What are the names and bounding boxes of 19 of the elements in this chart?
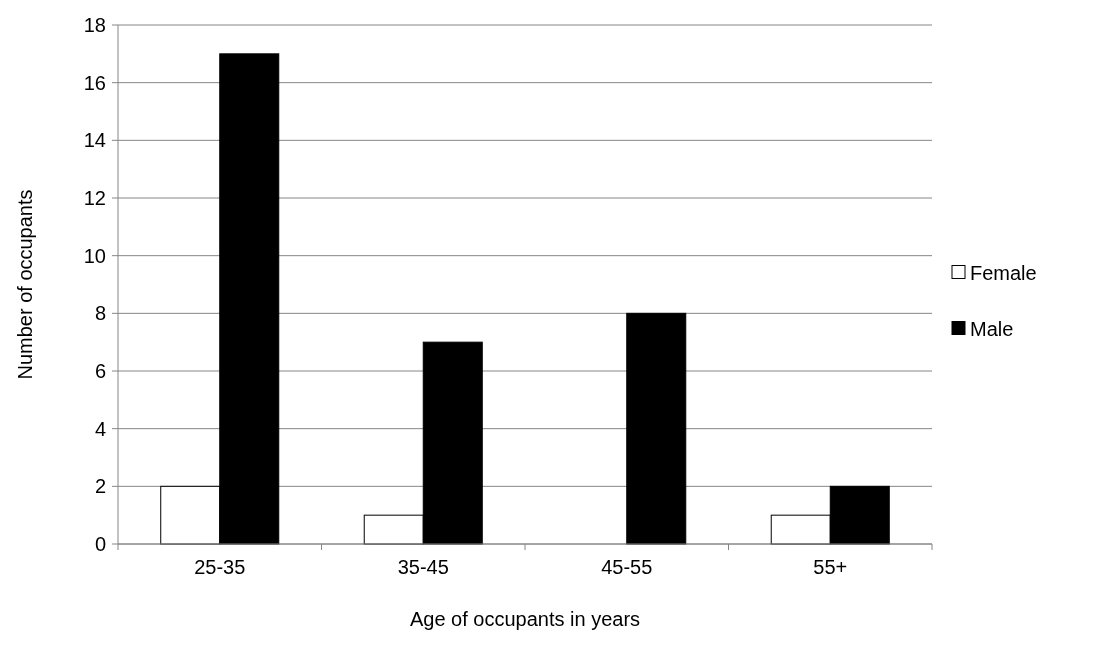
x-tick-label: 45-55 bbox=[601, 556, 653, 578]
x-axis-title: Age of occupants in years bbox=[409, 608, 641, 630]
y-tick-label: 8 bbox=[94, 302, 106, 325]
bar bbox=[626, 312, 687, 545]
y-tick-label: 0 bbox=[94, 533, 106, 555]
y-tick-label: 10 bbox=[83, 244, 106, 267]
y-axis-title: Number of occupants bbox=[14, 189, 36, 380]
y-tick-label: 14 bbox=[83, 129, 106, 152]
y-tick-label: 4 bbox=[94, 417, 106, 440]
x-tick-label: 35-45 bbox=[397, 556, 449, 578]
y-tick-label: 18 bbox=[83, 14, 106, 36]
x-tick-label: 25-35 bbox=[194, 556, 246, 578]
y-tick-label: 16 bbox=[83, 71, 106, 94]
y-tick-label: 6 bbox=[94, 360, 106, 382]
y-tick-label: 12 bbox=[83, 187, 106, 209]
legend-label: Male bbox=[970, 317, 1014, 340]
y-tick-label: 2 bbox=[94, 475, 106, 498]
legend-label: Female bbox=[970, 261, 1037, 284]
x-tick-label: 55+ bbox=[813, 556, 848, 578]
